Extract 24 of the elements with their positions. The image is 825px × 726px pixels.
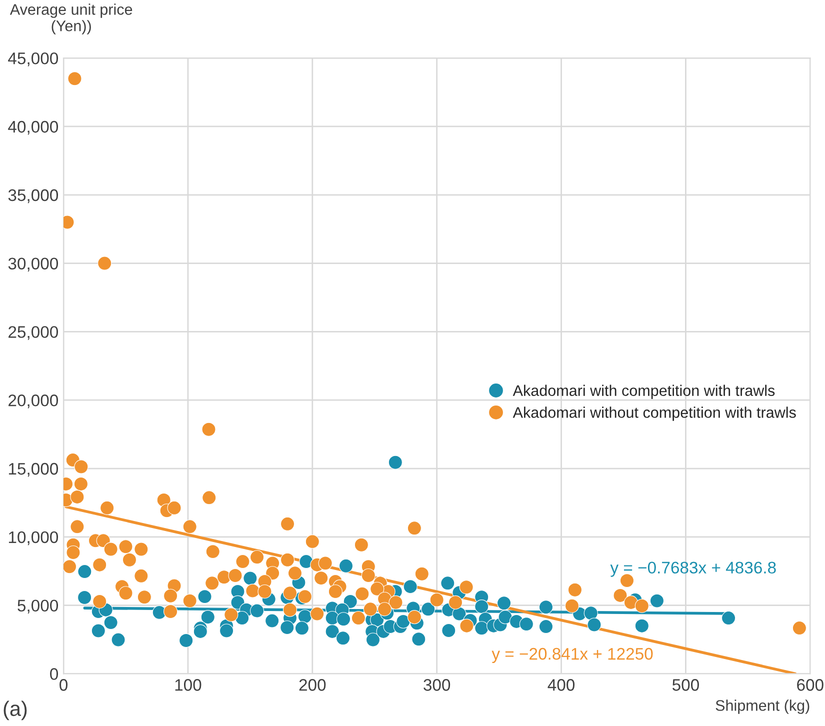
y-tick-label: 40,000 [8, 120, 58, 135]
x-tick-label: 100 [175, 679, 202, 691]
x-tick-label: 0 [60, 679, 68, 691]
y-tick-label: 30,000 [8, 258, 58, 272]
y-tick-label: 0 [50, 668, 58, 680]
x-tick-label: 400 [548, 679, 575, 691]
annotation: y = −0.7683x + 4836.8 [610, 562, 776, 577]
y-tick-label: 20,000 [8, 394, 58, 408]
y-tick-label: 10,000 [8, 531, 58, 546]
y-tick-label: 5,000 [18, 600, 58, 614]
annotation: y = −20.841x + 12250 [492, 648, 653, 664]
x-tick-label: 600 [797, 679, 824, 691]
y-tick-label: 25,000 [8, 326, 58, 340]
y-axis-title: Average unit price (Yen)) [10, 4, 132, 34]
x-tick-label: 500 [672, 679, 699, 691]
x-tick-label: 300 [424, 679, 450, 691]
x-tick-label: 200 [299, 679, 326, 691]
legend-label: Akadomari without competition with trawls [512, 406, 796, 421]
y-tick-label: 45,000 [8, 52, 58, 66]
y-tick-label: 35,000 [8, 189, 58, 204]
text: (a) [4, 700, 27, 720]
x-axis-title: Shipment (kg) [716, 700, 810, 714]
legend-label: Akadomari with competition with trawls [512, 384, 775, 400]
y-tick-label: 15,000 [8, 462, 58, 477]
